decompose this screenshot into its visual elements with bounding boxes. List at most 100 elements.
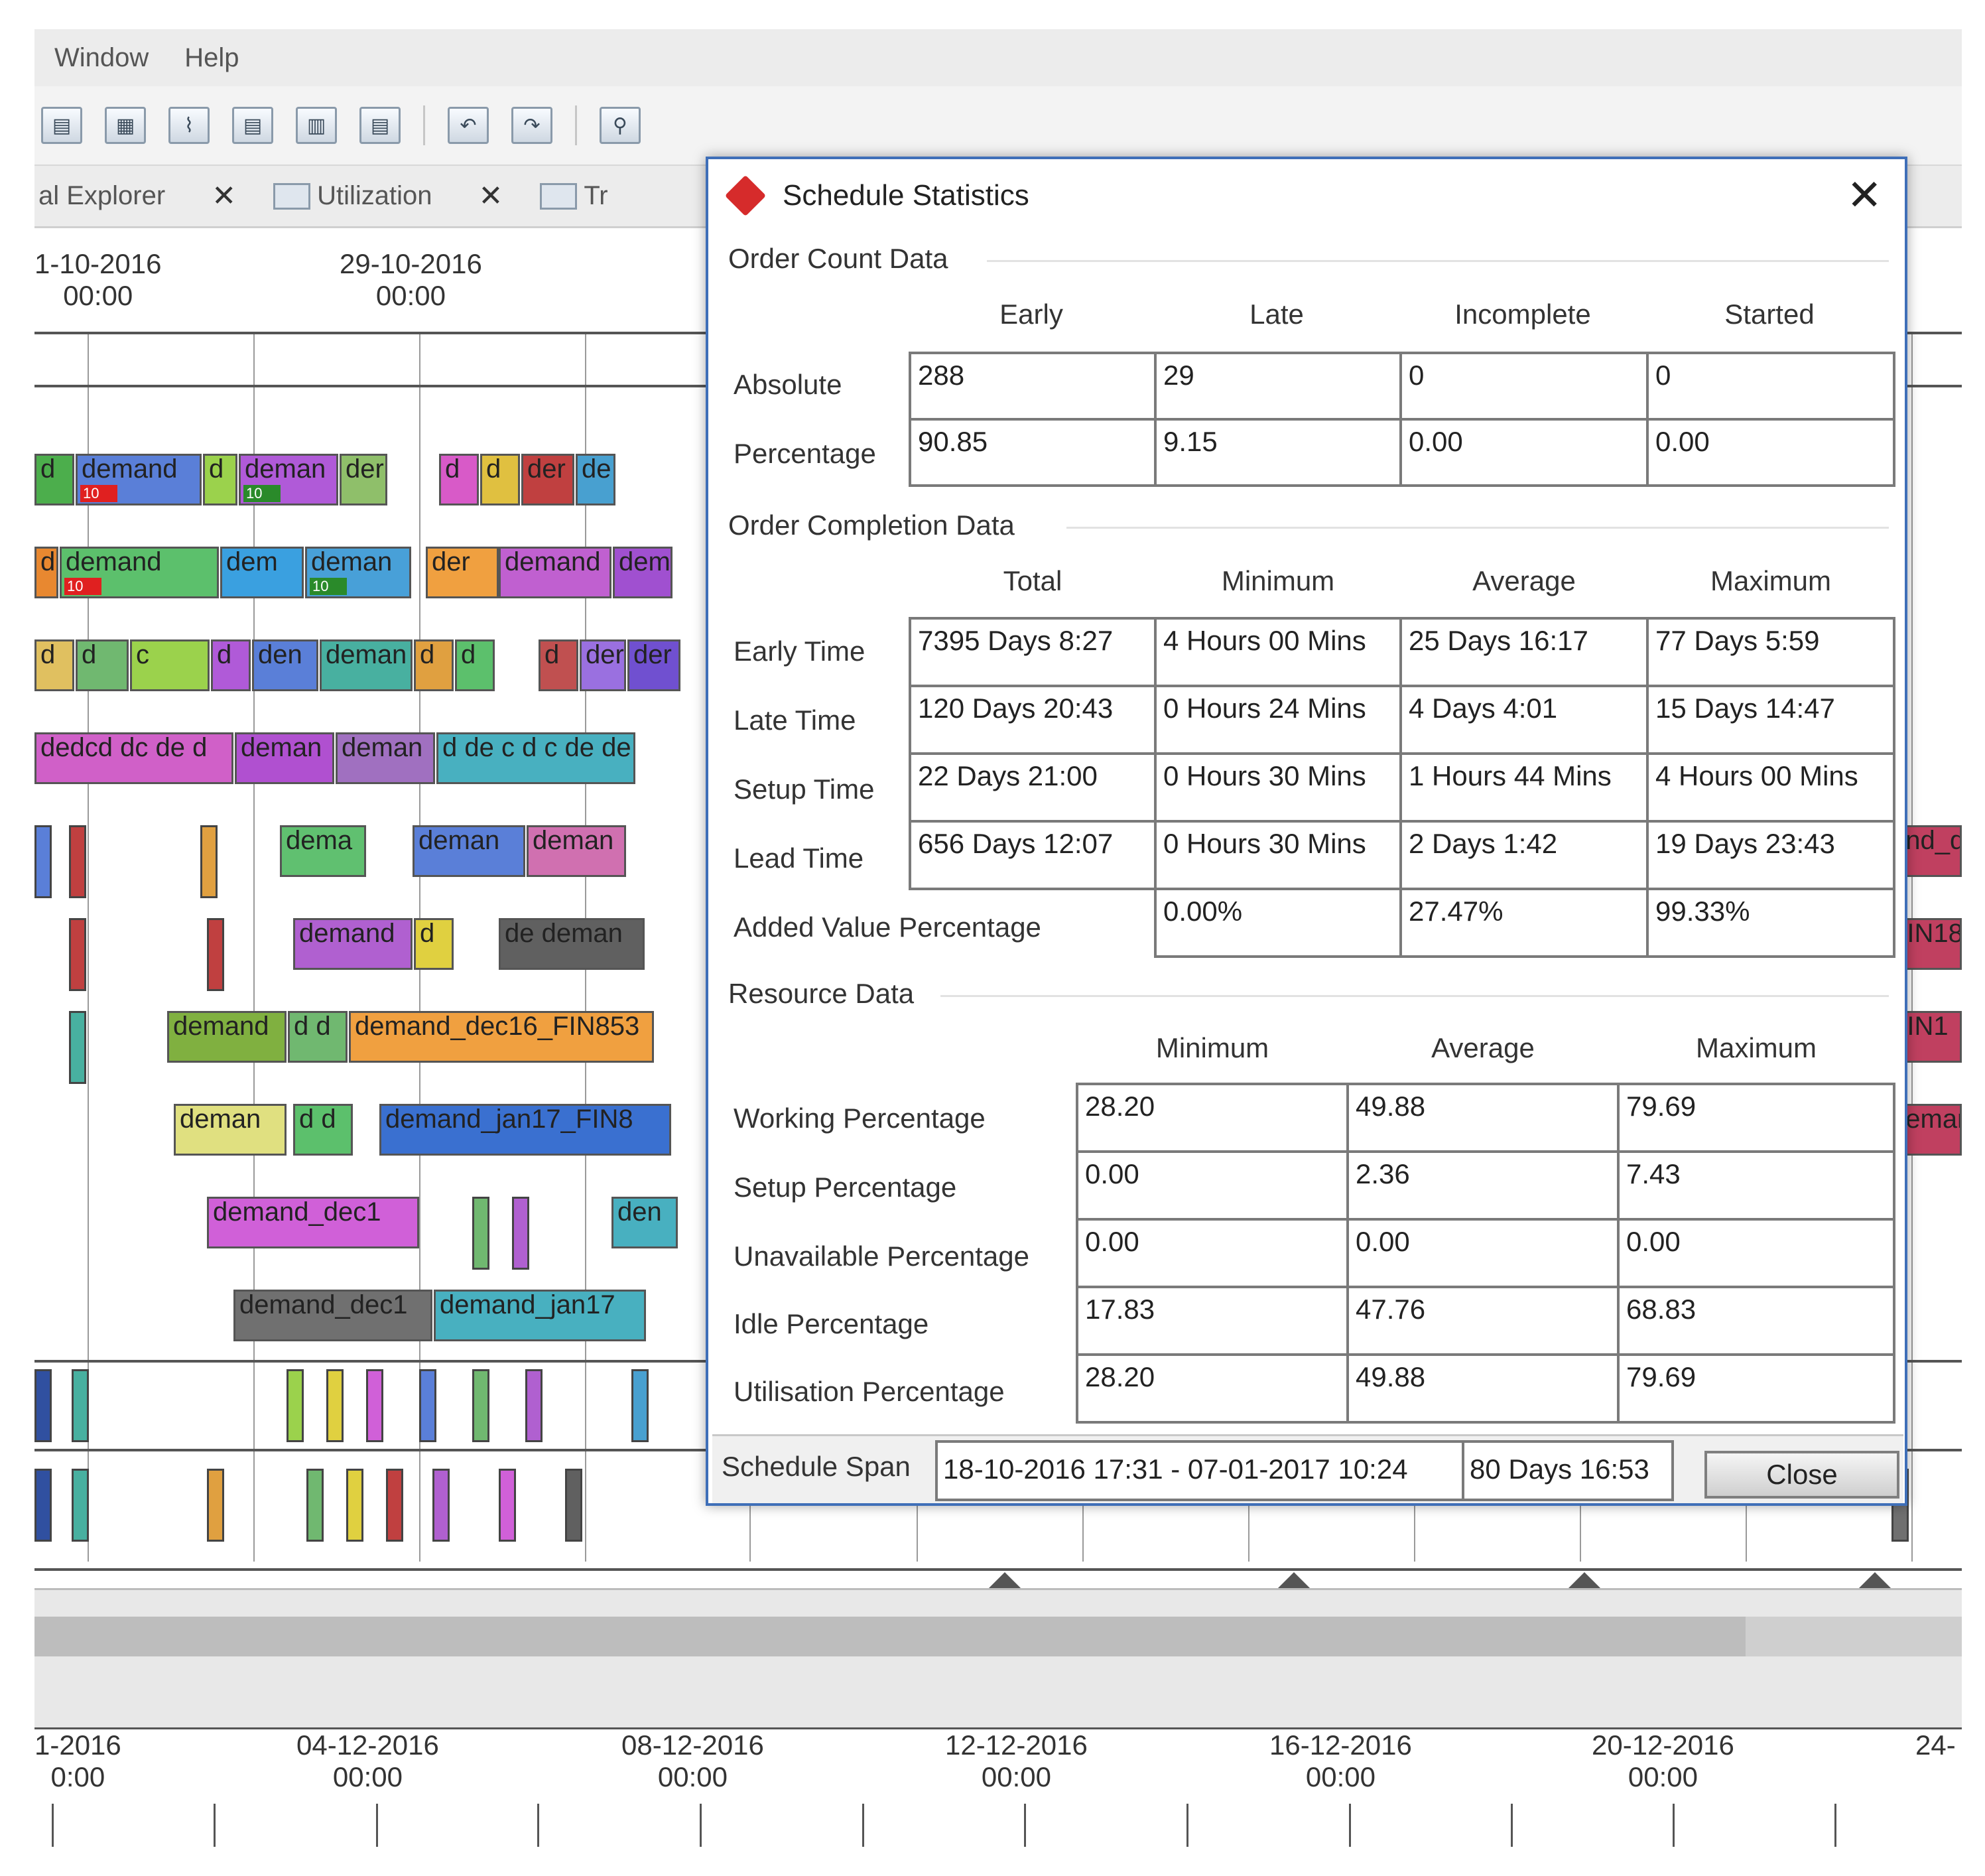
gantt-bar[interactable]: d [203, 454, 237, 505]
gantt-bar[interactable]: dema [280, 825, 366, 877]
gantt-pin[interactable] [499, 1469, 516, 1542]
tab-explorer[interactable]: al Explorer ✕ [34, 179, 236, 213]
gantt-pin[interactable] [34, 825, 52, 898]
gantt-pin[interactable] [565, 1469, 582, 1542]
tab-utilization[interactable]: Utilization ✕ [269, 179, 503, 213]
gantt-bar[interactable]: d [211, 639, 251, 691]
gantt-bar[interactable]: deman [413, 825, 525, 877]
schedule-forward-icon[interactable]: ↷ [511, 107, 552, 144]
gantt-bar[interactable]: d [455, 639, 495, 691]
gantt-bar[interactable]: d [34, 639, 74, 691]
gantt-pin[interactable] [419, 1369, 436, 1442]
gantt-bar[interactable]: d d [293, 1104, 353, 1156]
gantt-bar[interactable]: demand_dec1 [233, 1290, 432, 1341]
gantt-pin[interactable] [306, 1469, 324, 1542]
gantt-bar[interactable]: demand [293, 918, 413, 970]
gantt-pin[interactable] [207, 918, 224, 991]
gantt-bar[interactable]: demand_jan17 [434, 1290, 646, 1341]
gantt-pin[interactable] [472, 1197, 489, 1270]
gantt-bar[interactable]: demand [499, 547, 611, 598]
timeline-tick [1511, 1804, 1513, 1847]
chart-view-2-icon[interactable]: ▦ [105, 107, 146, 144]
gantt-pin[interactable] [512, 1197, 529, 1270]
gantt-bar[interactable]: dem [613, 547, 672, 598]
gantt-pin[interactable] [346, 1469, 363, 1542]
menu-help[interactable]: Help [184, 42, 239, 72]
gantt-bar[interactable]: deman [527, 825, 626, 877]
value-cell: 9.15 [1154, 418, 1402, 487]
gantt-pin[interactable] [386, 1469, 403, 1542]
gantt-pin[interactable] [525, 1369, 543, 1442]
chart-view-5-icon[interactable]: ▤ [359, 107, 401, 144]
gantt-bar[interactable]: demand 10 [76, 454, 202, 505]
gantt-bar[interactable]: d [76, 639, 129, 691]
gantt-bar[interactable]: deman [235, 732, 334, 784]
gantt-bar[interactable]: demand [167, 1011, 287, 1063]
tab-third[interactable]: Tr [536, 181, 608, 211]
value-cell: 0.00 [1617, 1218, 1895, 1288]
gantt-bar[interactable]: d de c d c de de [436, 732, 635, 784]
gantt-bar[interactable]: d [34, 454, 74, 505]
gantt-bar[interactable]: der [426, 547, 499, 598]
gantt-bar[interactable]: demand_dec1 [207, 1197, 419, 1248]
gantt-bar[interactable]: der [580, 639, 626, 691]
schedule-back-icon[interactable]: ↶ [448, 107, 489, 144]
gantt-bar[interactable]: dem [220, 547, 304, 598]
gantt-bar[interactable]: demand 10 [60, 547, 219, 598]
close-icon[interactable]: ✕ [212, 180, 237, 212]
line-chart-icon[interactable]: ⌇ [168, 107, 210, 144]
row-label-unavailable: Unavailable Percentage [734, 1240, 1029, 1272]
gantt-pin[interactable] [69, 918, 86, 991]
gantt-pin[interactable] [200, 825, 218, 898]
gantt-pin[interactable] [366, 1369, 383, 1442]
gantt-bar[interactable]: der [340, 454, 387, 505]
gantt-bar[interactable]: der [627, 639, 680, 691]
gantt-pin[interactable] [432, 1469, 450, 1542]
gantt-pin[interactable] [72, 1469, 89, 1542]
gantt-bar[interactable]: demand_dec16_FIN853 [349, 1011, 654, 1063]
binoculars-icon[interactable]: ⚲ [600, 107, 641, 144]
gantt-bar[interactable]: deman [174, 1104, 287, 1156]
gantt-bar[interactable]: d [414, 639, 454, 691]
chart-view-3-icon[interactable]: ▤ [232, 107, 273, 144]
gantt-pin[interactable] [34, 1469, 52, 1542]
gantt-pin[interactable] [69, 825, 86, 898]
close-icon[interactable]: ✕ [478, 180, 503, 212]
gantt-bar[interactable]: deman [336, 732, 435, 784]
gantt-bar[interactable]: d [480, 454, 520, 505]
gantt-bar[interactable]: d [439, 454, 479, 505]
scrollbar-thumb[interactable] [34, 1617, 1746, 1656]
gantt-bar[interactable]: d d [288, 1011, 348, 1063]
gantt-bar[interactable]: der [521, 454, 574, 505]
value-cell: 288 [909, 352, 1157, 421]
close-button[interactable]: Close [1704, 1451, 1899, 1499]
gantt-pin[interactable] [472, 1369, 489, 1442]
gantt-bar[interactable]: c [130, 639, 210, 691]
column-header: Started [1724, 299, 1815, 330]
gantt-pin[interactable] [34, 1369, 52, 1442]
gantt-bar[interactable]: de deman [499, 918, 645, 970]
gantt-pin[interactable] [69, 1011, 86, 1084]
gantt-bar[interactable]: d [539, 639, 578, 691]
gantt-pin[interactable] [72, 1369, 89, 1442]
gantt-pin[interactable] [631, 1369, 649, 1442]
gantt-bar[interactable]: deman [320, 639, 413, 691]
chart-view-1-icon[interactable]: ▤ [41, 107, 82, 144]
close-icon[interactable]: ✕ [1846, 171, 1882, 219]
chart-view-4-icon[interactable]: ▥ [296, 107, 337, 144]
gantt-pin[interactable] [207, 1469, 224, 1542]
gantt-pin[interactable] [326, 1369, 344, 1442]
column-header: Average [1472, 565, 1576, 596]
menu-window[interactable]: Window [54, 42, 149, 72]
gantt-bar[interactable]: demand_jan17_FIN8 [379, 1104, 671, 1156]
gantt-bar[interactable]: deman 10 [239, 454, 338, 505]
gantt-bar[interactable]: d [414, 918, 454, 970]
gantt-bar[interactable]: de [576, 454, 615, 505]
gantt-pin[interactable] [287, 1369, 304, 1442]
gantt-bar[interactable]: dedcd dc de d [34, 732, 233, 784]
gantt-bar[interactable]: den [611, 1197, 678, 1248]
gantt-bar[interactable]: den [252, 639, 318, 691]
value-cell: 0.00 [1346, 1218, 1620, 1288]
gantt-bar[interactable]: deman 10 [305, 547, 411, 598]
gantt-bar[interactable]: d [34, 547, 58, 598]
